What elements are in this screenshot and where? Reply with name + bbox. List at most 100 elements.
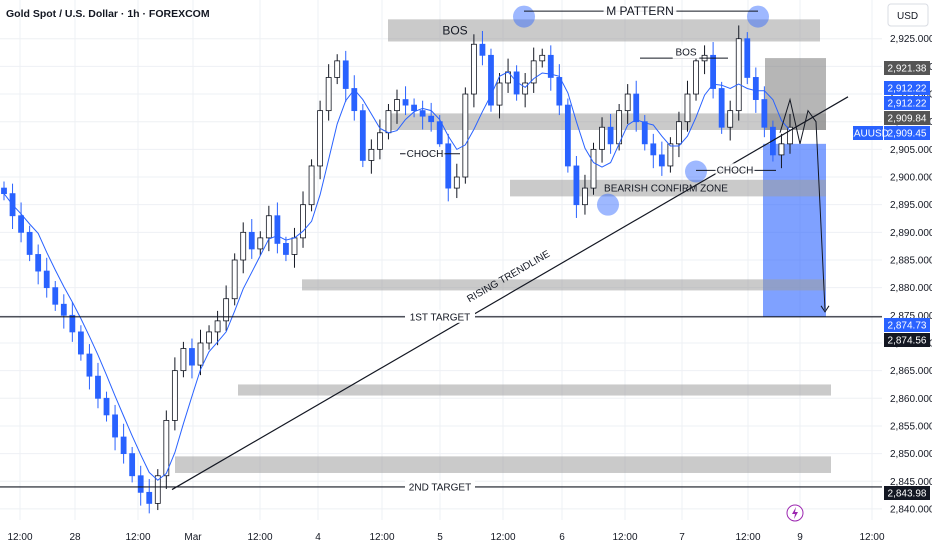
target-label: 1ST TARGET bbox=[410, 312, 471, 323]
candle-body bbox=[291, 237, 298, 255]
candle-body bbox=[658, 154, 665, 167]
price-tags: 2,921.38 2,912.22 2,912.22 2,909.84 2,909.45… bbox=[847, 61, 930, 500]
candle-body bbox=[274, 215, 281, 244]
y-tick-label: 2,925.000 bbox=[890, 34, 932, 45]
candle-body bbox=[787, 126, 793, 145]
candle-body bbox=[231, 259, 238, 300]
candle-body bbox=[590, 148, 597, 189]
price-tag bbox=[884, 61, 930, 75]
candle-body bbox=[564, 104, 571, 167]
candle-body bbox=[308, 165, 315, 206]
candle-body bbox=[137, 475, 144, 493]
candle-body bbox=[710, 54, 717, 89]
candle-body bbox=[214, 320, 221, 333]
candles bbox=[1, 25, 793, 514]
candle-body bbox=[334, 60, 341, 78]
candle-body bbox=[573, 165, 580, 206]
candle-body bbox=[453, 176, 460, 189]
candle-body bbox=[206, 331, 212, 344]
candle-body bbox=[470, 43, 477, 95]
x-tick-label: 12:00 bbox=[612, 532, 637, 543]
price-tag bbox=[884, 318, 930, 332]
candle-body bbox=[283, 243, 289, 255]
candle-body bbox=[86, 353, 93, 377]
candle-body bbox=[18, 215, 24, 233]
candle-body bbox=[112, 414, 118, 438]
candle-body bbox=[735, 38, 742, 112]
zone-rect bbox=[510, 179, 826, 197]
candle-body bbox=[488, 54, 494, 106]
candle-body bbox=[599, 126, 605, 150]
annotation-label: BEARISH CONFIRM ZONE bbox=[604, 184, 728, 195]
x-tick-label: 6 bbox=[559, 532, 565, 543]
x-tick-label: 12:00 bbox=[247, 532, 272, 543]
candle-body bbox=[641, 121, 648, 145]
x-tick-label: 12:00 bbox=[490, 532, 515, 543]
currency-button[interactable] bbox=[887, 3, 929, 27]
candle-body bbox=[52, 287, 59, 305]
target-label-bg bbox=[405, 309, 475, 323]
candle-body bbox=[189, 348, 195, 366]
chart-title: Gold Spot / U.S. Dollar · 1h · FOREXCOM bbox=[6, 8, 210, 20]
y-tick-label: 2,860.000 bbox=[890, 394, 932, 405]
candle-body bbox=[539, 54, 546, 62]
candle-body bbox=[342, 60, 349, 89]
candle-body bbox=[351, 88, 358, 112]
candle-body bbox=[727, 110, 734, 128]
price-tag bbox=[884, 486, 930, 500]
candle-body bbox=[120, 436, 127, 455]
candle-body bbox=[77, 331, 84, 355]
symbol-tag-label: XAUUSD bbox=[847, 129, 889, 140]
lightning-icon[interactable] bbox=[786, 504, 804, 522]
zone-rect bbox=[302, 279, 826, 291]
candle-body bbox=[248, 231, 255, 250]
x-tick-label: 12:00 bbox=[735, 532, 760, 543]
annotation-label: CHOCH bbox=[407, 149, 444, 160]
candle-body bbox=[556, 77, 563, 106]
x-tick-label: 12:00 bbox=[859, 532, 884, 543]
candle-body bbox=[684, 93, 691, 123]
y-tick-label: 2,890.000 bbox=[890, 228, 932, 239]
zone-rect bbox=[175, 456, 831, 473]
price-tag bbox=[884, 333, 930, 347]
swing-point-marker bbox=[747, 5, 769, 28]
candle-body bbox=[752, 77, 759, 100]
candle-body bbox=[607, 126, 614, 145]
x-tick-label: 12:00 bbox=[125, 532, 150, 543]
candle-body bbox=[95, 375, 101, 399]
x-tick-label: 9 bbox=[797, 532, 803, 543]
moving-average-line bbox=[3, 71, 791, 481]
candle-body bbox=[1, 187, 7, 195]
annotation-bg bbox=[405, 146, 445, 160]
candle-body bbox=[693, 60, 699, 95]
y-tick-label: 2,865.000 bbox=[890, 366, 932, 377]
candle-body bbox=[778, 143, 785, 156]
candle-body bbox=[547, 54, 554, 78]
y-tick-label: 2,880.000 bbox=[890, 283, 932, 294]
price-tag bbox=[884, 111, 930, 125]
y-tick-label: 2,895.000 bbox=[890, 200, 932, 211]
price-tag-label: 2,874.56 bbox=[888, 336, 927, 347]
candle-body bbox=[445, 143, 452, 189]
y-tick-label: 2,845.000 bbox=[890, 477, 932, 488]
x-tick-label: 12:00 bbox=[369, 532, 394, 543]
price-tag-label: 2,874.73 bbox=[888, 321, 927, 332]
price-tag-label: 2,843.98 bbox=[888, 489, 927, 500]
rising-trendline[interactable] bbox=[171, 96, 849, 491]
y-tick-label: 2,850.000 bbox=[890, 449, 932, 460]
candle-body bbox=[317, 110, 324, 167]
candle-body bbox=[257, 237, 264, 250]
candle-body bbox=[359, 110, 366, 161]
x-axis: 12:00 28 12:00 Mar 12:00 4 12:00 5 12:00 6 12:00 7 1… bbox=[7, 532, 884, 543]
x-tick-label: 12:00 bbox=[7, 532, 32, 543]
zone-rect bbox=[388, 19, 820, 42]
target-levels: 1ST TARGET 2ND TARGET bbox=[0, 309, 882, 493]
price-tag bbox=[884, 81, 930, 95]
candle-body bbox=[419, 110, 426, 117]
x-tick-label: 7 bbox=[679, 532, 685, 543]
annotation-label: BOS bbox=[442, 23, 467, 37]
price-tag-label: 2,909.84 bbox=[888, 114, 927, 125]
annotation-label: BOS bbox=[675, 48, 696, 59]
